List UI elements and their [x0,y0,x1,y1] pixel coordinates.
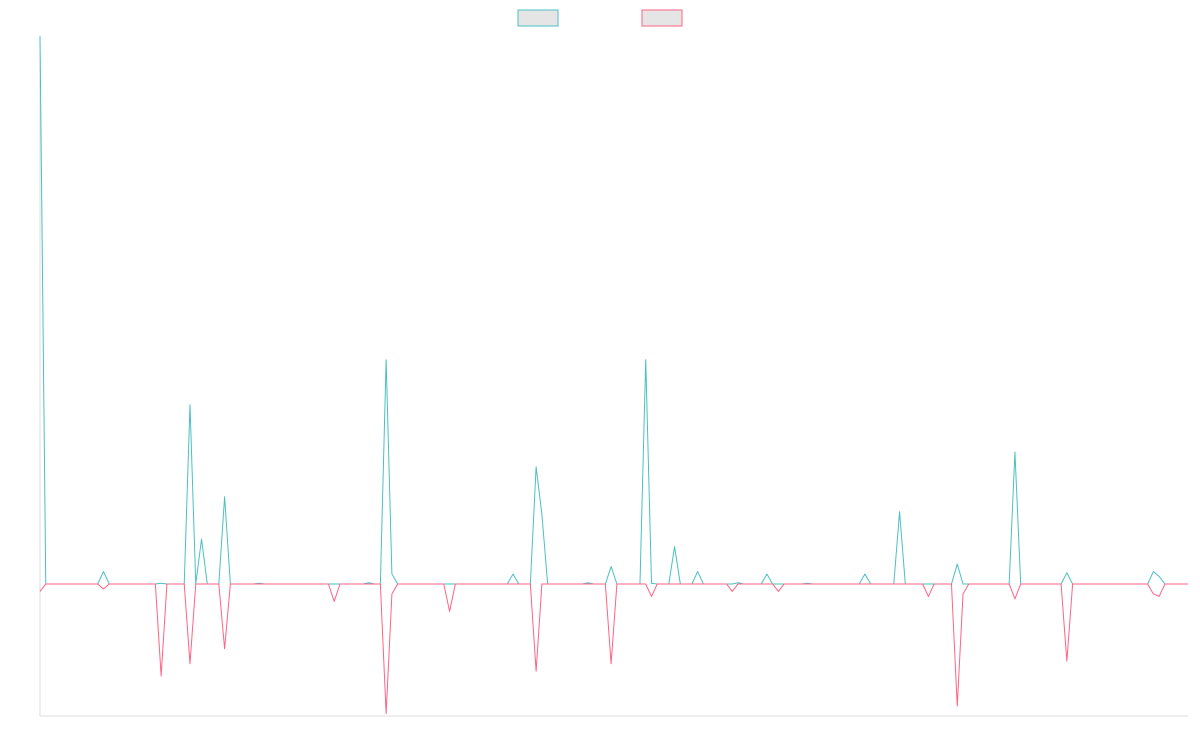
series-line-2 [39,583,1188,715]
legend-item-1[interactable] [517,9,559,27]
legend-swatch-2 [641,9,683,27]
legend-swatch-1 [517,9,559,27]
series-line-1 [39,35,1188,585]
legend [517,9,683,27]
legend-item-2[interactable] [641,9,683,27]
series-layer [39,35,1188,715]
